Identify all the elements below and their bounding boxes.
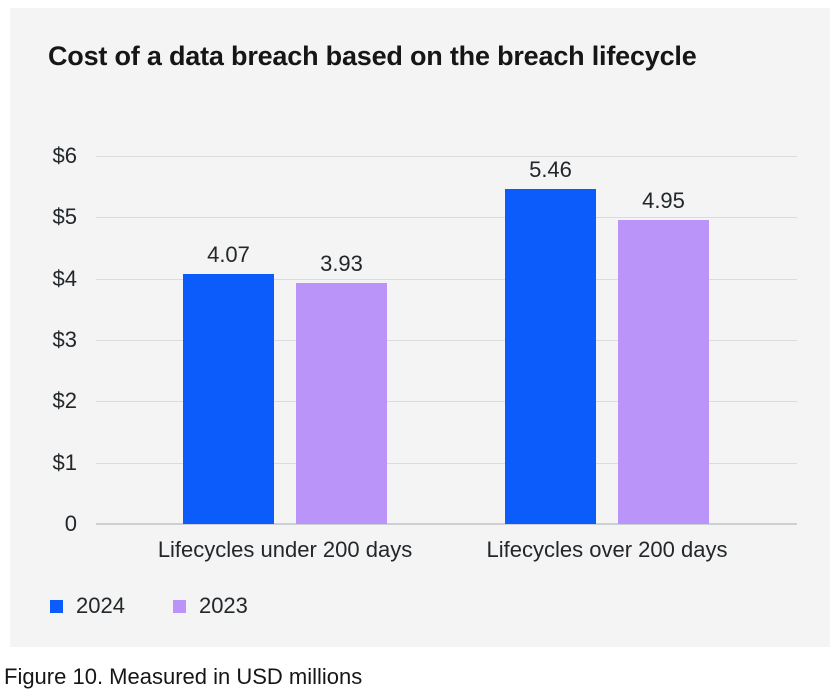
gridline (96, 401, 797, 402)
x-axis-label: Lifecycles under 200 days (157, 537, 413, 562)
y-axis-tick-label: 0 (64, 511, 77, 536)
bar-value-label: 4.07 (207, 242, 250, 267)
x-axis-baseline (96, 523, 797, 525)
x-axis-label: Lifecycles over 200 days (486, 537, 728, 562)
bar-value-label: 4.95 (642, 188, 685, 213)
y-axis-tick-label: $6 (52, 143, 77, 168)
legend-label: 2023 (198, 593, 248, 618)
bar-value-label: 5.46 (529, 157, 572, 182)
y-axis-tick-label: $4 (52, 266, 77, 291)
gridline (96, 279, 797, 280)
bar-2023-1 (618, 220, 709, 524)
figure-caption: Figure 10. Measured in USD millions (4, 664, 363, 689)
legend-item-2023: 2023 (172, 593, 248, 619)
y-axis-tick-label: $5 (52, 204, 77, 229)
y-axis-tick-label: $1 (52, 450, 77, 475)
gridline (96, 463, 797, 464)
gridline (96, 340, 797, 341)
bar-value-label: 3.93 (320, 251, 363, 276)
y-axis-tick-label: $2 (52, 388, 77, 413)
legend-swatch-icon (172, 599, 186, 613)
gridline (96, 217, 797, 218)
legend: 2024 2023 (50, 593, 248, 619)
plot-area: $6 $5 $4 $3 $2 $1 0 4.07 5.46 3.93 4.95 Lifecycles … (53, 144, 797, 562)
legend-label: 2024 (76, 593, 125, 618)
bar-2023-0 (296, 283, 387, 524)
bar-2024-0 (183, 274, 274, 524)
chart-card: Cost of a data breach based on the breac… (10, 8, 830, 647)
bar-2024-1 (505, 189, 596, 524)
chart-title: Cost of a data breach based on the breac… (48, 41, 697, 71)
legend-swatch-icon (50, 599, 63, 613)
y-axis-tick-label: $3 (52, 327, 77, 352)
gridline (96, 156, 797, 157)
legend-item-2024: 2024 (50, 593, 125, 619)
